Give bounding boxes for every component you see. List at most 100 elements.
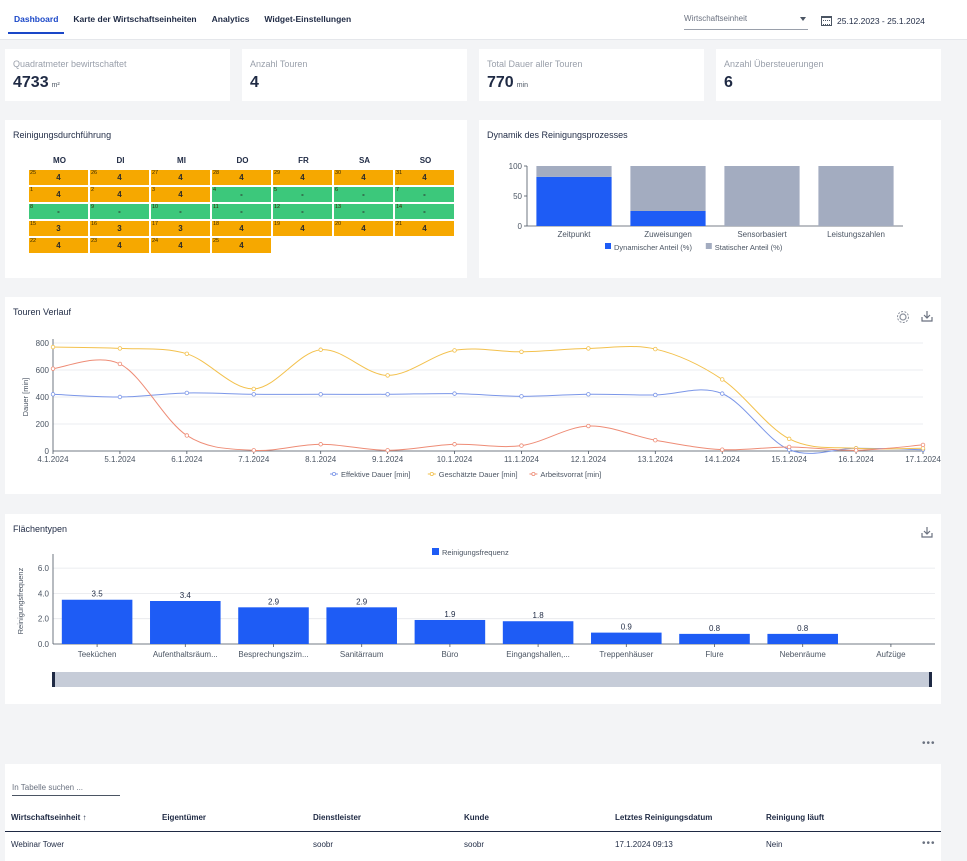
y-tick-label: 200 (36, 420, 50, 429)
data-point (586, 423, 591, 429)
legend-marker (429, 471, 434, 476)
calendar-day-cell[interactable]: 24 4 (151, 238, 210, 253)
calendar-day-cell[interactable]: 4- (212, 187, 271, 202)
day-number: 3 (152, 187, 156, 193)
chart-range-scrollbar[interactable] (52, 672, 932, 687)
calendar-day-cell[interactable]: 16 3 (90, 221, 149, 236)
day-number: 10 (152, 204, 159, 210)
data-point (519, 349, 524, 354)
x-tick-label: Zuweisungen (644, 230, 692, 239)
day-number: 28 (213, 170, 220, 176)
calendar-day-cell[interactable]: 10 - (151, 204, 210, 219)
calendar-day-cell[interactable]: 28 4 (212, 170, 271, 185)
bar-data-label: 0.8 (797, 624, 809, 633)
table-cell-wirtschaftseinheit[interactable]: Webinar Tower (11, 840, 65, 849)
download-icon[interactable] (920, 309, 934, 323)
kpi-unit: min (516, 82, 528, 89)
calendar-day-cell[interactable]: 9- (90, 204, 149, 219)
y-tick-label: 400 (36, 393, 50, 402)
day-number: 14 (396, 204, 403, 210)
calendar-day-cell[interactable]: 23 4 (90, 238, 149, 253)
calendar-day-cell[interactable]: 13 - (334, 204, 393, 219)
table-cell-reinigung-laeuft: Nein (766, 840, 783, 849)
column-header-eigentuemer[interactable]: Eigentümer (162, 813, 207, 822)
calendar-day-cell[interactable]: 21 4 (395, 221, 454, 236)
day-number: 22 (30, 238, 37, 244)
tab-widget-einstellungen[interactable]: Widget-Einstellungen (264, 14, 352, 24)
tab-analytics[interactable]: Analytics (211, 14, 250, 24)
legend-label: Geschätzte Dauer [min] (439, 470, 518, 479)
x-tick-label: Aufenthaltsräum... (153, 650, 218, 659)
gear-icon[interactable] (896, 310, 910, 324)
data-point (50, 366, 56, 371)
row-more-icon[interactable]: ••• (922, 838, 936, 849)
date-range-picker[interactable]: 25.12.2023 - 25.1.2024 (821, 16, 925, 26)
weekday-label: SA (358, 156, 371, 165)
day-tour-count: 4 (239, 173, 244, 182)
calendar-day-cell[interactable]: 17 3 (151, 221, 210, 236)
bar-data-label: 2.9 (268, 597, 280, 606)
calendar-day-cell[interactable]: 25 4 (29, 170, 88, 185)
kpi-value: 4733 m² (13, 74, 60, 92)
calendar-day-cell[interactable]: 11 - (212, 204, 271, 219)
calendar-day-cell[interactable]: 27 4 (151, 170, 210, 185)
column-header-dienstleister[interactable]: Dienstleister (313, 813, 362, 822)
calendar-day-cell[interactable]: 8- (29, 204, 88, 219)
calendar-day-cell[interactable]: 20 4 (334, 221, 393, 236)
day-number: 21 (396, 221, 403, 227)
data-point (385, 448, 390, 453)
x-tick-label: 5.1.2024 (104, 455, 136, 464)
kpi-number: 4733 (13, 74, 49, 91)
stacked-bar-segment (536, 176, 612, 226)
column-header-kunde[interactable]: Kunde (464, 813, 489, 822)
day-tour-count: 4 (178, 190, 183, 199)
x-tick-label: Nebenräume (780, 650, 827, 659)
calendar-day-cell[interactable]: 6- (334, 187, 393, 202)
calendar-day-cell[interactable]: 7- (395, 187, 454, 202)
calendar-day-cell[interactable]: 5- (273, 187, 332, 202)
column-header-wirtschaftseinheit[interactable]: Wirtschaftseinheit ↑ (11, 813, 87, 822)
more-icon[interactable]: ••• (922, 738, 936, 749)
calendar-day-cell[interactable]: 18 4 (212, 221, 271, 236)
day-tour-count: 3 (178, 224, 183, 233)
legend-label: Effektive Dauer [min] (341, 470, 410, 479)
wirtschaftseinheit-select[interactable]: Wirtschaftseinheit (684, 14, 808, 30)
calendar-day-cell[interactable]: 12 - (273, 204, 332, 219)
data-point (586, 346, 591, 351)
tab-karte[interactable]: Karte der Wirtschaftseinheiten (73, 14, 197, 24)
calendar-day-cell[interactable]: 15 3 (29, 221, 88, 236)
calendar-day-cell[interactable]: 25 4 (212, 238, 271, 253)
column-header-letztes-reinigungsdatum[interactable]: Letztes Reinigungsdatum (615, 813, 713, 822)
calendar-week-row: 8-9-10-11-12-13-14- (29, 204, 456, 219)
bar-data-label: 0.8 (709, 624, 721, 633)
calendar-day-cell[interactable]: 26 4 (90, 170, 149, 185)
calendar-day-cell[interactable]: 29 4 (273, 170, 332, 185)
x-tick-label: 6.1.2024 (171, 455, 203, 464)
x-tick-label: 14.1.2024 (704, 455, 740, 464)
series-line (52, 359, 924, 452)
table-search-input[interactable]: In Tabelle suchen ... (12, 783, 120, 796)
bar (591, 632, 662, 644)
calendar-day-cell[interactable]: 19 4 (273, 221, 332, 236)
calendar-day-cell[interactable]: 31 4 (395, 170, 454, 185)
calendar-day-cell[interactable]: 30 4 (334, 170, 393, 185)
kpi-value: 4 (250, 74, 259, 92)
touren-verlauf-card: Touren Verlauf 0 200 400 600 800 4.1.2024 5.1.… (5, 297, 941, 494)
day-tour-count: 4 (300, 173, 305, 182)
column-header-reinigung-laeuft[interactable]: Reinigung läuft (766, 813, 825, 822)
bar-data-label: 3.4 (180, 591, 192, 600)
table-cell-kunde: soobr (464, 840, 485, 849)
tab-dashboard[interactable]: Dashboard (8, 6, 65, 34)
day-number: 7 (396, 187, 400, 193)
legend-label: Reinigungsfrequenz (442, 548, 509, 557)
bar (767, 633, 838, 644)
data-point (720, 391, 725, 396)
calendar-day-cell[interactable]: 14 - (395, 204, 454, 219)
calendar-weekday-header: MO DI MI DO FR SA SO (29, 156, 456, 170)
download-icon[interactable] (920, 525, 934, 539)
calendar-day-cell[interactable]: 22 4 (29, 238, 88, 253)
card-title: Flächentypen (13, 524, 68, 534)
